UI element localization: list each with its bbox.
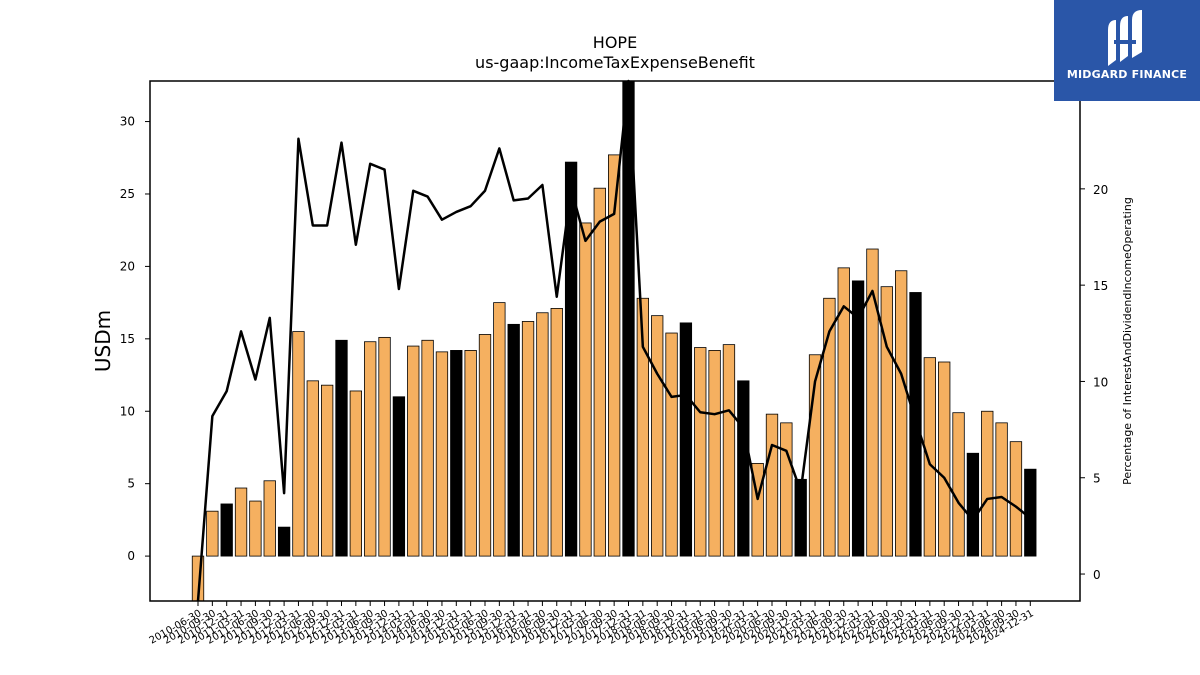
chart-title: HOPE — [593, 33, 637, 52]
bar-2016-03-31 — [521, 321, 535, 557]
chart-subtitle: us-gaap:IncomeTaxExpenseBenefit — [475, 53, 755, 72]
bar-2017-09-30 — [608, 154, 621, 557]
bar-2011-12-31 — [277, 526, 291, 557]
bar-2020-03-31 — [751, 462, 764, 557]
bar-2020-12-31 — [794, 478, 807, 557]
y-tick-label: 5 — [127, 477, 135, 491]
bar-2018-03-31 — [636, 297, 649, 557]
bar-2019-06-30 — [708, 350, 721, 557]
bar-2021-03-31 — [808, 354, 822, 557]
bar-2019-09-30 — [722, 344, 736, 557]
bar-2019-12-31 — [737, 380, 750, 557]
bar-2023-09-30 — [952, 412, 965, 557]
bar-2014-06-30 — [421, 339, 434, 557]
bar-2019-03-31 — [694, 347, 707, 557]
y-axis-left: 0 5 10 15 20 25 30 — [120, 115, 150, 563]
bar-2022-06-30 — [880, 286, 893, 557]
midgard-logo-icon — [1108, 10, 1142, 66]
bar-2016-12-31 — [564, 161, 578, 557]
bar-2012-06-30 — [306, 380, 319, 557]
bar-2023-06-30 — [938, 361, 951, 557]
bar-2024-09-30 — [1009, 441, 1023, 557]
bar-2011-09-30 — [263, 480, 276, 557]
bar-2023-03-31 — [923, 357, 936, 557]
bar-2013-03-31 — [349, 390, 363, 557]
bar-2018-12-31 — [679, 322, 693, 557]
y-tick-label: 25 — [120, 187, 135, 201]
bar-2012-03-31 — [292, 331, 305, 557]
line-percentage — [196, 79, 1032, 602]
x-axis: 2010-06-302010-09-302010-12-312011-03-31… — [148, 601, 1036, 647]
bar-2021-12-31 — [851, 280, 865, 557]
bar-2011-03-31 — [234, 487, 248, 557]
y-tick-label: 20 — [120, 259, 135, 273]
bar-2011-06-30 — [249, 500, 262, 557]
y-tick-label: 15 — [120, 332, 135, 346]
bar-2014-12-31 — [450, 350, 463, 557]
y2-tick-label: 15 — [1093, 279, 1108, 293]
bar-2013-06-30 — [364, 341, 377, 557]
bar-2022-09-30 — [895, 270, 908, 557]
bar-series — [191, 80, 1037, 602]
bar-2020-06-30 — [765, 413, 779, 557]
bar-2014-09-30 — [435, 351, 449, 557]
y2-axis-label: Percentage of InterestAndDividendIncomeO… — [1121, 197, 1134, 485]
bar-2021-09-30 — [837, 267, 850, 557]
y2-tick-label: 5 — [1093, 472, 1101, 486]
y2-tick-label: 10 — [1093, 375, 1108, 389]
bar-2021-06-30 — [823, 297, 836, 557]
bar-2015-09-30 — [493, 302, 506, 557]
bar-2013-09-30 — [378, 336, 391, 557]
bar-2010-09-30 — [206, 510, 219, 557]
y-tick-label: 30 — [120, 115, 135, 129]
bar-2010-12-31 — [220, 503, 233, 557]
bar-2018-09-30 — [665, 332, 678, 557]
bar-2022-12-31 — [909, 292, 922, 557]
bar-2012-12-31 — [335, 339, 348, 557]
bar-2015-06-30 — [478, 334, 492, 557]
bar-2022-03-31 — [866, 248, 879, 557]
bar-2016-09-30 — [550, 308, 563, 557]
bar-2012-09-30 — [320, 384, 334, 557]
bar-2017-03-31 — [579, 222, 592, 557]
bar-2023-12-31 — [966, 452, 980, 557]
bar-2017-06-30 — [593, 187, 606, 557]
plot-frame — [149, 80, 1081, 602]
bar-2018-06-30 — [651, 315, 664, 557]
y2-tick-label: 20 — [1093, 183, 1108, 197]
bar-2024-12-31 — [1024, 468, 1037, 557]
y-tick-label: 10 — [120, 404, 135, 418]
y-axis-label: USDm — [91, 310, 115, 372]
y-tick-label: 0 — [127, 549, 135, 563]
line-series — [196, 79, 1032, 602]
bar-2014-03-31 — [407, 345, 420, 557]
bar-2015-03-31 — [464, 350, 477, 557]
bar-2013-12-31 — [392, 396, 406, 557]
y2-tick-label: 0 — [1093, 568, 1101, 582]
brand-logo: MIDGARD FINANCE — [1054, 0, 1200, 101]
bar-2024-06-30 — [995, 422, 1008, 557]
logo-text: MIDGARD FINANCE — [1066, 68, 1188, 81]
bar-2024-03-31 — [981, 410, 994, 557]
bar-2016-06-30 — [536, 312, 549, 557]
bar-2020-09-30 — [780, 422, 793, 557]
bar-2015-12-31 — [507, 323, 520, 557]
